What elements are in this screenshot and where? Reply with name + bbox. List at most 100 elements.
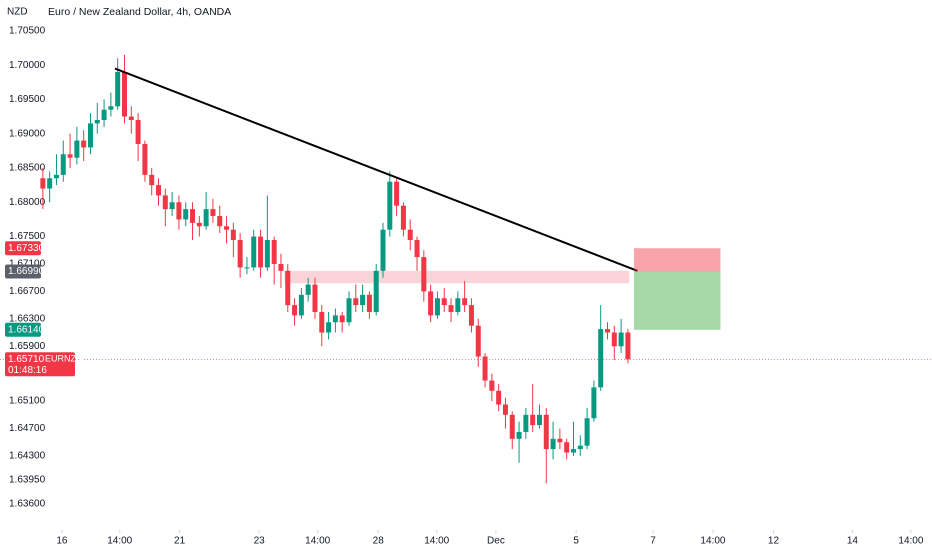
candle-body — [305, 284, 311, 295]
candle-body — [482, 356, 488, 381]
y-tick-label: 1.70500 — [9, 25, 46, 36]
candle-body — [468, 305, 474, 326]
candle-body — [285, 270, 291, 306]
candle-body — [462, 298, 468, 306]
candle-body — [489, 380, 495, 391]
y-tick-label: 1.70000 — [9, 60, 46, 71]
candle-body — [169, 202, 175, 210]
candle-body — [564, 442, 570, 453]
candle-body — [292, 305, 298, 316]
candle-body — [326, 322, 332, 333]
x-tick-label: 14:00 — [305, 536, 330, 547]
candle-body — [251, 236, 257, 268]
x-tick-label: 5 — [573, 536, 579, 547]
countdown-label: 01:48:16 — [8, 365, 47, 376]
candle-body — [557, 438, 563, 443]
candle-body — [264, 239, 270, 268]
y-tick-label: 1.63600 — [9, 499, 46, 510]
candle-body — [135, 119, 141, 144]
price-tag — [5, 322, 41, 337]
candle-body — [40, 178, 46, 189]
candle-body — [570, 449, 576, 453]
candle-body — [81, 140, 87, 148]
candle-body — [196, 222, 202, 227]
candle-body — [550, 438, 556, 450]
target-zone — [634, 271, 721, 330]
candle-body — [475, 325, 481, 357]
y-tick-label: 1.64700 — [9, 423, 46, 434]
y-tick-label: 1.65900 — [9, 341, 46, 352]
price-tag-label: 1.66140 — [8, 324, 45, 335]
candle-body — [455, 298, 461, 312]
y-tick-label: 1.67100 — [9, 259, 46, 270]
candle-body — [625, 332, 631, 360]
candle-body — [156, 185, 162, 196]
candle-body — [53, 174, 59, 179]
candle-body — [611, 332, 617, 347]
candle-body — [67, 154, 73, 158]
y-tick-label: 1.65100 — [9, 396, 46, 407]
x-tick-label: 23 — [254, 536, 266, 547]
candle-body — [353, 298, 359, 306]
candle-body — [516, 431, 522, 439]
candle-body — [210, 209, 216, 216]
candle-body — [543, 414, 549, 450]
candle-body — [108, 106, 114, 110]
candle-body — [421, 257, 427, 292]
candle-body — [121, 71, 127, 117]
candle-body — [258, 236, 264, 268]
last-price-label: 1.65710 — [8, 354, 45, 365]
price-tag — [5, 264, 41, 279]
y-tick-label: 1.66700 — [9, 286, 46, 297]
candle-body — [584, 418, 590, 446]
symbol-label: EURNZD — [45, 354, 83, 364]
candle-body — [394, 181, 400, 206]
y-tick-label: 1.66300 — [9, 313, 46, 324]
candle-body — [101, 109, 107, 120]
candle-body — [373, 270, 379, 312]
x-tick-label: 12 — [768, 536, 780, 547]
candle-body — [319, 311, 325, 333]
currency-label: NZD — [7, 7, 28, 18]
x-tick-label: 14:00 — [107, 536, 132, 547]
candle-body — [142, 143, 148, 175]
candle-body — [47, 178, 53, 189]
candle-body — [217, 215, 223, 227]
candle-body — [441, 298, 447, 306]
x-tick-label: 16 — [56, 536, 68, 547]
x-tick-label: 21 — [174, 536, 186, 547]
candle-body — [278, 263, 284, 271]
candle-body — [387, 181, 393, 230]
x-tick-label: 14:00 — [424, 536, 449, 547]
x-tick-label: 28 — [373, 536, 385, 547]
candle-body — [176, 202, 182, 220]
x-tick-label: 14 — [847, 536, 859, 547]
candle-body — [346, 298, 352, 323]
x-tick-label: Dec — [487, 536, 505, 547]
candle-body — [298, 294, 304, 316]
candle-body — [523, 414, 529, 432]
candle-body — [237, 239, 243, 268]
y-tick-label: 1.67500 — [9, 231, 46, 242]
chart-title: Euro / New Zealand Dollar, 4h, OANDA — [48, 6, 231, 18]
candle-body — [434, 298, 440, 316]
candle-body — [190, 209, 196, 223]
y-tick-label: 1.68000 — [9, 197, 46, 208]
candle-body — [530, 414, 536, 426]
candle-body — [380, 229, 386, 271]
candle-body — [60, 154, 66, 175]
candle-body — [87, 123, 93, 148]
supply-zone — [284, 270, 630, 284]
candle-body — [339, 315, 345, 323]
candle-body — [183, 209, 189, 220]
candle-body — [591, 387, 597, 419]
candle-body — [414, 239, 420, 258]
y-tick-label: 1.63950 — [9, 475, 46, 486]
candle-body — [230, 229, 236, 240]
candle-body — [577, 445, 583, 450]
candle-body — [407, 229, 413, 240]
candle-body — [400, 205, 406, 230]
candle-body — [448, 305, 454, 312]
candle-body — [428, 291, 434, 316]
